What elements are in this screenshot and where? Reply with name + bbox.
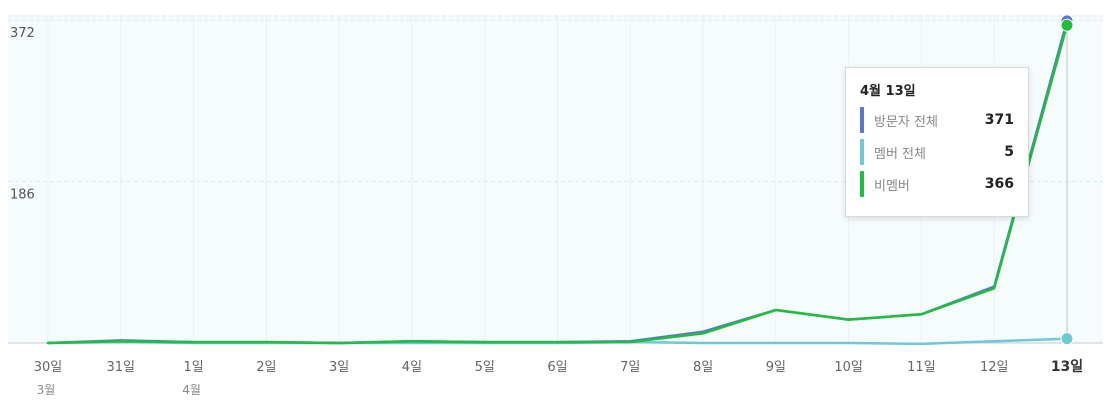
x-tick-label: 31일 (107, 360, 136, 375)
x-tick-label: 5일 (475, 360, 495, 375)
active-point-marker (1060, 18, 1074, 32)
x-tick-label: 11일 (907, 360, 936, 375)
x-tick-label: 12일 (980, 360, 1009, 375)
x-tick-label: 9일 (766, 360, 786, 375)
series-layer (46, 19, 1069, 346)
active-point-marker (1060, 332, 1074, 346)
x-tick-label: 10일 (834, 360, 863, 375)
tooltip-swatch (860, 139, 864, 165)
x-month-label: 3월 (37, 383, 56, 397)
y-tick-label: 186 (10, 188, 35, 203)
tooltip-title: 4월 13일 (860, 84, 916, 99)
tooltip-series-value: 366 (984, 176, 1014, 192)
x-axis-labels: 30일 31일 1일 2일 3일 4일 5일 6일 7일 8일 9일 10일 11일 12일 13일 3월 4월 (34, 359, 1083, 397)
tooltip-row-members: 멤버 전체 5 (860, 139, 1014, 165)
tooltip-row-total-visitors: 방문자 전체 371 (860, 107, 1014, 133)
tooltip-series-name: 멤버 전체 (874, 146, 926, 162)
x-tick-label: 7일 (620, 360, 640, 375)
tooltip-series-value: 5 (1004, 144, 1014, 160)
chart-tooltip: 4월 13일 방문자 전체 371 멤버 전체 5 비멤버 366 (845, 67, 1029, 217)
tooltip-series-name: 비멤버 (874, 178, 910, 194)
marker-layer (1060, 14, 1074, 346)
series-line (46, 23, 1069, 345)
tooltip-row-non-members: 비멤버 366 (860, 171, 1014, 197)
y-axis-labels: 186 372 (10, 26, 35, 203)
y-tick-label: 372 (10, 26, 35, 41)
tooltip-swatch (860, 107, 864, 133)
x-month-label: 4월 (182, 383, 201, 397)
x-tick-label: 1일 (183, 360, 203, 375)
x-tick-label: 4일 (402, 360, 422, 375)
tooltip-series-value: 371 (984, 112, 1014, 128)
x-tick-label: 6일 (547, 360, 567, 375)
x-tick-label: 8일 (693, 360, 713, 375)
tooltip-series-name: 방문자 전체 (874, 114, 938, 130)
x-tick-label: 3일 (329, 360, 349, 375)
x-tick-label: 13일 (1051, 359, 1083, 375)
x-tick-label: 2일 (256, 360, 276, 375)
tooltip-swatch (860, 171, 864, 197)
x-tick-label: 30일 (34, 360, 63, 375)
